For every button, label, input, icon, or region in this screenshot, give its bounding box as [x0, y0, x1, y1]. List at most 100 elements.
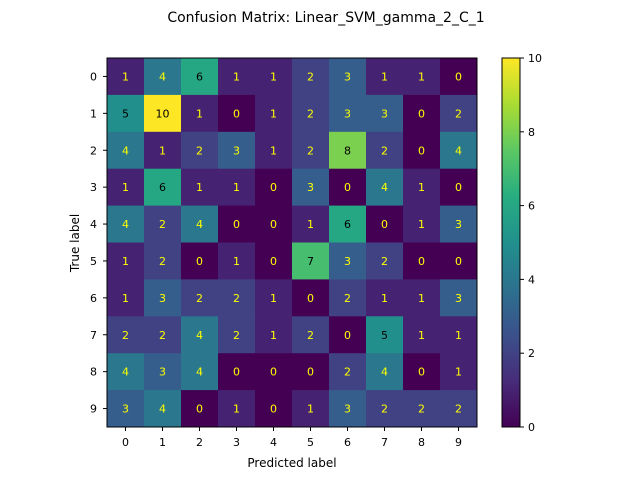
cell-value-label: 1: [270, 292, 277, 305]
cell-value-label: 0: [307, 366, 314, 379]
cell-value-label: 0: [196, 403, 203, 416]
cell-value-label: 1: [455, 329, 462, 342]
cell-value-label: 2: [307, 329, 314, 342]
heatmap-cell: [144, 316, 182, 354]
cell-value-label: 0: [233, 218, 240, 231]
cell-value-label: 2: [307, 144, 314, 157]
cell-value-label: 0: [344, 329, 351, 342]
cell-value-label: 1: [270, 144, 277, 157]
heatmap-cell: [329, 316, 367, 354]
x-tick-label: 9: [455, 436, 462, 449]
heatmap-cell: [292, 94, 330, 133]
y-tick-label: 5: [90, 255, 97, 268]
cell-value-label: 1: [418, 218, 425, 231]
heatmap-cell: [292, 316, 330, 354]
heatmap-cell: [144, 58, 182, 96]
heatmap-cell: [403, 353, 441, 391]
cell-value-label: 8: [344, 144, 351, 157]
cell-value-label: 2: [196, 292, 203, 305]
y-tick-label: 0: [90, 70, 97, 83]
cell-value-label: 7: [307, 255, 314, 268]
cell-value-label: 5: [381, 329, 388, 342]
heatmap-cell: [218, 242, 256, 280]
heatmap-cell: [218, 58, 256, 96]
heatmap-cell: [366, 205, 404, 243]
cell-value-label: 1: [418, 181, 425, 194]
cell-value-label: 0: [270, 218, 277, 231]
heatmap-cell: [144, 168, 182, 207]
heatmap-cell: [292, 353, 330, 391]
cell-value-label: 1: [233, 403, 240, 416]
heatmap-cell: [144, 242, 182, 280]
heatmap-cell: [366, 353, 404, 391]
cell-value-label: 0: [233, 366, 240, 379]
x-tick-label: 1: [159, 436, 166, 449]
y-tick-label: 2: [90, 144, 97, 157]
cell-value-label: 1: [122, 255, 129, 268]
heatmap-cell: [218, 279, 256, 317]
y-axis-label: True label: [68, 214, 82, 273]
heatmap-cell: [144, 94, 182, 133]
cell-value-label: 6: [344, 218, 351, 231]
x-tick-label: 8: [418, 436, 425, 449]
y-tick-label: 6: [90, 292, 97, 305]
cell-value-label: 4: [455, 144, 462, 157]
x-tick-label: 7: [381, 436, 388, 449]
cell-value-label: 0: [270, 366, 277, 379]
cell-value-label: 1: [270, 107, 277, 120]
heatmap-cell: [181, 390, 219, 428]
cell-value-label: 4: [159, 403, 166, 416]
heatmap-cell: [181, 94, 219, 133]
heatmap-cell: [329, 58, 367, 96]
cell-value-label: 0: [307, 292, 314, 305]
heatmap-cell: [366, 94, 404, 133]
cell-value-label: 4: [122, 366, 129, 379]
cell-value-label: 3: [344, 70, 351, 83]
cell-value-label: 2: [455, 107, 462, 120]
heatmap-cell: [292, 390, 330, 428]
x-tick-label: 3: [233, 436, 240, 449]
colorbar-tick-label: 8: [528, 126, 535, 139]
cell-value-label: 3: [233, 144, 240, 157]
cell-value-label: 0: [270, 255, 277, 268]
cell-value-label: 1: [270, 329, 277, 342]
x-tick-label: 6: [344, 436, 351, 449]
cell-value-label: 0: [270, 403, 277, 416]
cell-value-label: 2: [122, 329, 129, 342]
heatmap-cell: [255, 168, 293, 207]
cell-value-label: 2: [196, 144, 203, 157]
cell-value-label: 1: [233, 255, 240, 268]
heatmap-cell: [255, 390, 293, 428]
cell-value-label: 1: [233, 181, 240, 194]
cell-value-label: 1: [196, 107, 203, 120]
cell-value-label: 0: [418, 144, 425, 157]
cell-value-label: 4: [381, 366, 388, 379]
heatmap-cell: [366, 242, 404, 280]
cell-value-label: 1: [270, 70, 277, 83]
heatmap-cell-labels: 1 4 6 1 1 2 3 1 1 05 10 1 0 1 2 3 3 0 24 1 2 3 1 2 8 2 0 41 6 1 1 0 3 0 4 1…: [122, 70, 462, 415]
cell-value-label: 2: [381, 255, 388, 268]
cell-value-label: 0: [270, 181, 277, 194]
cell-value-label: 0: [381, 218, 388, 231]
cell-value-label: 4: [122, 144, 129, 157]
heatmap-cell: [255, 205, 293, 243]
heatmap-cell: [255, 242, 293, 280]
cell-value-label: 0: [196, 255, 203, 268]
y-tick-label: 9: [90, 403, 97, 416]
cell-value-label: 3: [344, 107, 351, 120]
cell-value-label: 3: [344, 255, 351, 268]
heatmap-cell: [292, 242, 330, 280]
cell-value-label: 2: [381, 144, 388, 157]
heatmap-cells: [107, 58, 478, 428]
heatmap-cell: [329, 353, 367, 391]
heatmap-cell: [218, 390, 256, 428]
heatmap-cell: [292, 168, 330, 207]
colorbar-tick-label: 0: [528, 421, 535, 434]
heatmap-cell: [403, 131, 441, 170]
heatmap-cell: [181, 242, 219, 280]
heatmap-cell: [366, 131, 404, 170]
heatmap-cell: [403, 58, 441, 96]
cell-value-label: 1: [307, 218, 314, 231]
cell-value-label: 1: [381, 292, 388, 305]
cell-value-label: 0: [455, 255, 462, 268]
